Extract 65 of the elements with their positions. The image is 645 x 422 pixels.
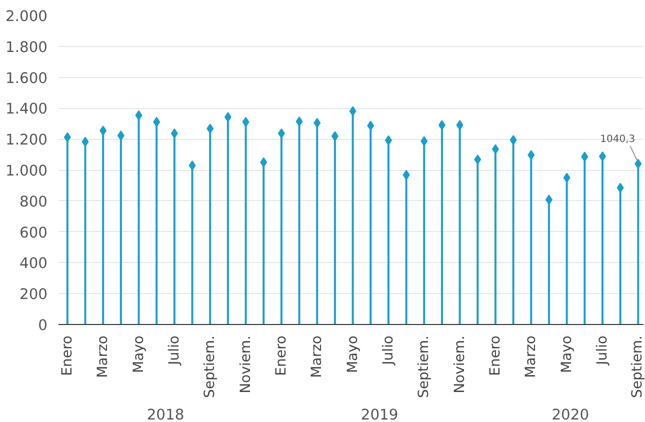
point (153, 116, 160, 127)
x-tick-label: Enero (487, 335, 504, 376)
point (170, 128, 178, 138)
x-tick-label: Mayo (344, 335, 361, 374)
point (510, 135, 517, 146)
text: 2019 (360, 406, 398, 422)
point (367, 120, 374, 131)
text: 2018 (146, 406, 184, 422)
point (563, 172, 570, 183)
x-tick-label: Marzo (309, 336, 326, 378)
point (492, 144, 499, 154)
point (206, 124, 214, 134)
x-tick-label: Enero (59, 335, 76, 376)
y-tick-label: 1.000 (6, 162, 48, 180)
x-tick-label: Mayo (558, 335, 575, 374)
point (100, 126, 107, 136)
y-tick-label: 1.400 (6, 100, 48, 118)
x-tick-label: Julio (166, 335, 182, 366)
point (384, 135, 392, 146)
point (64, 132, 71, 142)
point (474, 154, 482, 164)
point (438, 120, 446, 130)
x-tick-label: Septiem. (202, 336, 218, 398)
point (117, 130, 124, 141)
point (634, 158, 642, 169)
point (135, 110, 142, 120)
point (242, 116, 250, 127)
point (314, 118, 321, 128)
x-tick-label: Noviem. (238, 335, 254, 394)
x-tick-label: Noviem. (452, 335, 468, 394)
point (349, 106, 356, 116)
point (545, 194, 552, 205)
text: 2020 (552, 406, 590, 422)
point (616, 182, 624, 193)
point (260, 157, 268, 168)
y-tick-label: 200 (20, 286, 48, 304)
point (581, 152, 588, 162)
point (224, 112, 232, 122)
point (598, 151, 606, 162)
point (456, 120, 464, 130)
y-tick-label: 600 (20, 224, 48, 242)
point (82, 136, 89, 147)
x-tick-label: Marzo (95, 336, 112, 378)
point (528, 150, 535, 160)
point (188, 160, 196, 171)
x-tick-label: Marzo (523, 336, 540, 378)
y-tick-label: 2.000 (6, 8, 48, 25)
x-tick-label: Julio (594, 335, 610, 366)
y-tick-label: 0 (38, 317, 48, 334)
point (296, 116, 303, 126)
y-tick-label: 800 (20, 193, 48, 210)
x-tick-label: Mayo (130, 335, 147, 374)
y-tick-label: 400 (20, 255, 48, 272)
point (331, 131, 338, 142)
point (402, 170, 410, 180)
x-tick-label: Enero (273, 335, 290, 376)
point (420, 136, 428, 146)
y-tick-label: 1.200 (6, 132, 48, 149)
y-tick-label: 1.800 (6, 38, 48, 56)
x-tick-label: Septiem. (630, 336, 645, 398)
y-tick-label: 1.600 (6, 70, 48, 87)
x-tick-label: Septiem. (416, 336, 432, 398)
x-tick-label: Julio (380, 335, 396, 366)
data-label: 1040,3 (600, 134, 636, 145)
point (278, 128, 285, 138)
